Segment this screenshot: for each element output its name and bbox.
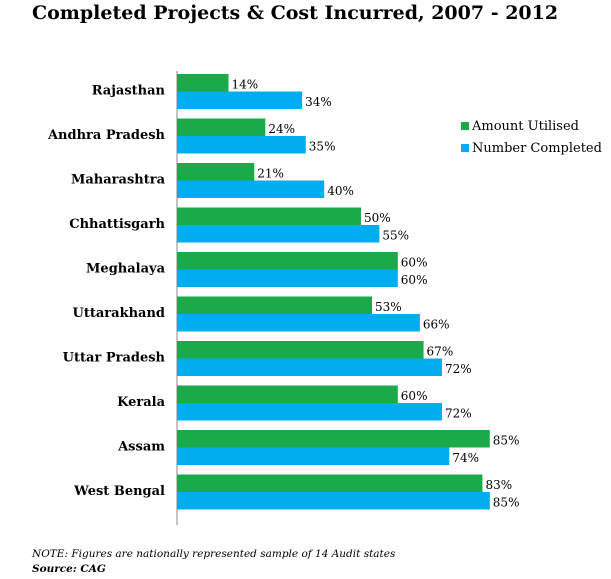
data-label: 67% — [427, 345, 454, 359]
bar-number-completed — [177, 180, 325, 198]
data-label: 21% — [257, 167, 284, 181]
bar-amount-utilised — [177, 296, 373, 314]
legend-swatch — [461, 144, 469, 152]
category-label: Chhattisgarh — [69, 217, 165, 232]
bar-amount-utilised — [177, 163, 255, 181]
source-note: Source: CAG — [32, 563, 106, 575]
bar-number-completed — [177, 358, 442, 376]
data-label: 74% — [452, 451, 479, 465]
category-label: West Bengal — [73, 484, 165, 499]
data-label: 72% — [445, 362, 472, 376]
data-label: 55% — [382, 229, 409, 243]
legend: Amount Utilised Number Completed — [461, 119, 602, 156]
bar-amount-utilised — [177, 207, 361, 225]
data-label: 83% — [485, 478, 512, 492]
category-label: Rajasthan — [92, 84, 166, 99]
data-label: 14% — [232, 78, 259, 92]
data-label: 40% — [327, 184, 354, 198]
bar-number-completed — [177, 136, 306, 154]
category-label: Maharashtra — [71, 173, 166, 188]
data-label: 72% — [445, 407, 472, 421]
bar-number-completed — [177, 403, 442, 421]
bar-number-completed — [177, 91, 303, 109]
data-label: 35% — [309, 140, 336, 154]
bar-number-completed — [177, 314, 420, 332]
category-label: Kerala — [117, 395, 165, 410]
legend-label: Number Completed — [472, 141, 602, 156]
bar-number-completed — [177, 447, 450, 465]
bar-amount-utilised — [177, 341, 424, 359]
data-label: 24% — [268, 122, 295, 136]
category-label: Assam — [117, 440, 165, 455]
bar-amount-utilised — [177, 385, 398, 403]
legend-swatch — [461, 122, 469, 130]
category-label: Uttarakhand — [73, 306, 165, 321]
chart-title: Completed Projects & Cost Incurred, 2007… — [32, 2, 559, 24]
data-label: 60% — [401, 273, 428, 287]
data-label: 34% — [305, 95, 332, 109]
bar-amount-utilised — [177, 252, 398, 270]
legend-label: Amount Utilised — [471, 119, 579, 134]
bar-amount-utilised — [177, 74, 229, 92]
category-label: Andhra Pradesh — [47, 128, 166, 143]
category-label: Meghalaya — [86, 262, 166, 277]
bar-amount-utilised — [177, 430, 490, 448]
data-label: 66% — [423, 318, 450, 332]
bar-number-completed — [177, 492, 490, 510]
bar-number-completed — [177, 269, 398, 287]
data-label: 53% — [375, 300, 402, 314]
data-label: 85% — [493, 434, 520, 448]
bar-number-completed — [177, 225, 380, 243]
footnote: NOTE: Figures are nationally represented… — [32, 548, 396, 560]
data-label: 50% — [364, 211, 391, 225]
bar-amount-utilised — [177, 118, 266, 136]
data-label: 85% — [493, 496, 520, 510]
bar-amount-utilised — [177, 474, 483, 492]
data-label: 60% — [401, 389, 428, 403]
category-label: Uttar Pradesh — [63, 351, 166, 366]
data-label: 60% — [401, 256, 428, 270]
